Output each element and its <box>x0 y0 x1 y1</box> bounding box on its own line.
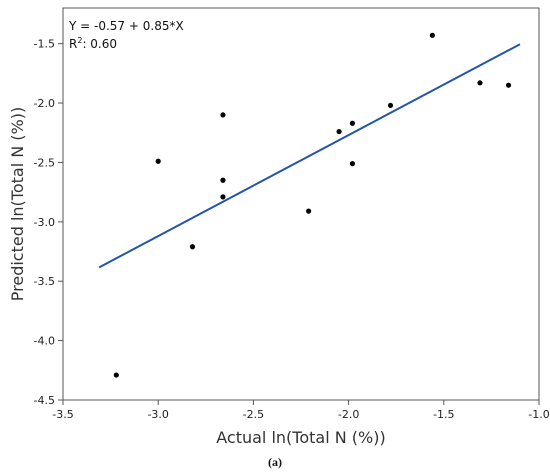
y-tick-label: -2.0 <box>34 97 55 110</box>
y-axis: -4.5 -4.0 -3.5 -3.0 -2.5 -2.0 -1.5 <box>34 38 63 407</box>
data-point <box>220 194 226 200</box>
data-point <box>505 82 512 88</box>
regression-equation: Y = -0.57 + 0.85*X <box>68 19 184 33</box>
data-point <box>387 102 394 109</box>
data-point <box>349 161 356 167</box>
data-point <box>220 112 226 118</box>
x-tick-label: -2.5 <box>243 408 264 421</box>
x-tick-label: -2.0 <box>338 408 359 421</box>
y-tick-label: -3.0 <box>34 216 55 229</box>
x-tick-label: -3.0 <box>147 408 168 421</box>
data-point <box>155 158 161 164</box>
x-tick-label: -1.0 <box>528 408 549 421</box>
data-point <box>306 208 312 214</box>
figure-caption: (a) <box>268 455 282 469</box>
data-point <box>113 372 119 378</box>
data-point <box>336 128 342 135</box>
x-axis: -3.5 -3.0 -2.5 -2.0 -1.5 -1.0 <box>52 400 550 421</box>
y-tick-label: -4.0 <box>34 335 55 348</box>
data-point <box>429 32 435 38</box>
y-tick-label: -4.5 <box>34 394 55 407</box>
y-tick-label: -1.5 <box>34 38 55 51</box>
regression-line <box>98 43 521 269</box>
data-point <box>189 244 196 250</box>
data-point <box>477 80 483 86</box>
x-tick-label: -1.5 <box>433 408 454 421</box>
y-axis-label: Predicted ln(Total N (%)) <box>8 107 27 301</box>
y-tick-label: -2.5 <box>34 156 55 169</box>
data-points <box>113 32 512 378</box>
data-point <box>220 177 226 183</box>
x-tick-label: -3.5 <box>52 408 73 421</box>
x-axis-label: Actual ln(Total N (%)) <box>216 428 385 447</box>
plot-area <box>62 7 540 401</box>
data-point <box>349 120 356 126</box>
r-squared-label: R2: 0.60 <box>69 36 117 51</box>
y-tick-label: -3.5 <box>34 275 55 288</box>
